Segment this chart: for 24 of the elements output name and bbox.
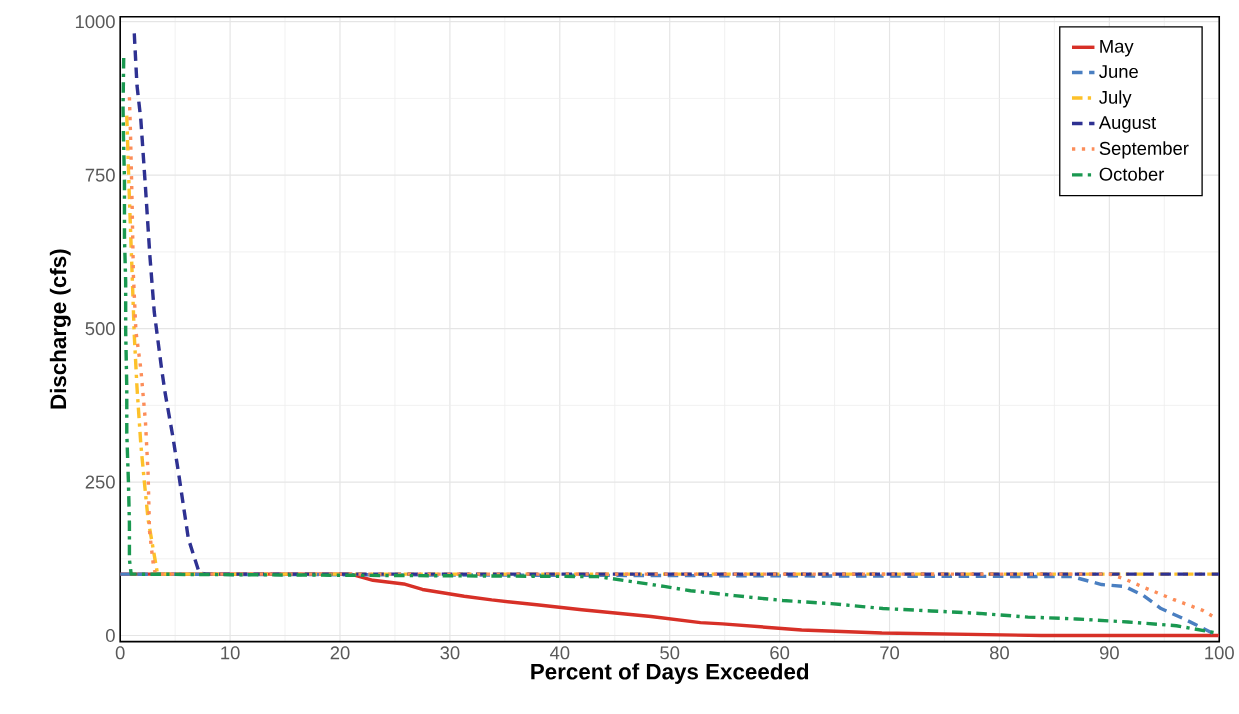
x-tick-label: 0 (115, 646, 125, 660)
legend-label: June (1099, 65, 1138, 79)
x-tick-label: 50 (660, 646, 680, 660)
legend-label: September (1099, 141, 1189, 159)
y-tick-label: 0 (106, 629, 115, 643)
legend-label: July (1099, 90, 1132, 108)
x-tick-label: 40 (549, 646, 570, 660)
x-tick-label: 20 (330, 646, 350, 660)
legend-label: August (1098, 116, 1157, 133)
legend-label: May (1100, 40, 1134, 57)
y-tick-label: 500 (85, 322, 115, 336)
x-tick-label: 30 (440, 646, 460, 660)
x-tick-label: 10 (221, 646, 240, 660)
x-tick-label: 100 (1205, 646, 1234, 660)
y-tick-label: 250 (85, 475, 115, 489)
x-tick-label: 70 (880, 646, 900, 660)
y-tick-label: 750 (85, 168, 115, 182)
legend-label: October (1099, 167, 1165, 181)
y-axis-title: Discharge (cfs) (49, 249, 71, 409)
x-axis-title: Percent of Days Exceeded (531, 663, 809, 685)
y-tick-label: 1000 (75, 15, 115, 29)
x-tick-label: 90 (1099, 646, 1119, 660)
x-tick-label: 80 (989, 646, 1009, 660)
x-tick-label: 60 (770, 646, 790, 660)
